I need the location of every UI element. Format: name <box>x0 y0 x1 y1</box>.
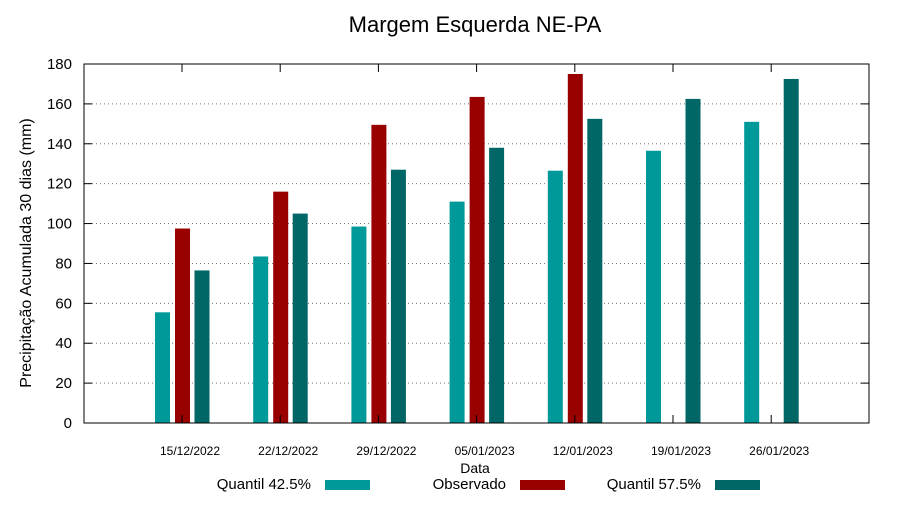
y-tick-label: 120 <box>47 176 72 193</box>
bar-quantil-42-5--3 <box>449 201 465 423</box>
x-tick-label: 12/01/2023 <box>553 444 613 458</box>
bar-observado-1 <box>273 191 289 423</box>
x-tick-label: 19/01/2023 <box>651 444 711 458</box>
bar-quantil-57-5--0 <box>194 270 210 423</box>
bar-observado-2 <box>371 124 387 423</box>
x-axis: 15/12/2022 22/12/2022 29/12/2022 05/01/2023… <box>160 64 810 458</box>
x-tick-label: 26/01/2023 <box>749 444 809 458</box>
bars <box>155 73 799 424</box>
bar-quantil-42-5--2 <box>351 226 367 423</box>
y-tick-label: 100 <box>47 216 72 233</box>
y-tick-label: 40 <box>55 335 72 352</box>
legend-label: Quantil 57.5% <box>607 476 701 493</box>
x-tick-label: 15/12/2022 <box>160 444 220 458</box>
bar-observado-3 <box>469 96 485 424</box>
bar-quantil-42-5--5 <box>646 150 661 423</box>
bar-quantil-57-5--3 <box>489 147 505 423</box>
bar-observado-0 <box>175 228 190 423</box>
x-tick-label: 29/12/2022 <box>356 444 416 458</box>
x-axis-label: Data <box>460 460 490 476</box>
bar-observado-4 <box>567 73 583 423</box>
bar-quantil-42-5--1 <box>253 256 269 423</box>
legend-swatch <box>520 480 565 490</box>
bar-quantil-57-5--1 <box>292 213 308 423</box>
legend-swatch <box>715 480 760 490</box>
bar-quantil-42-5--6 <box>744 121 760 423</box>
legend: Quantil 42.5% Observado Quantil 57.5% <box>217 476 760 493</box>
y-tick-label: 60 <box>55 295 72 312</box>
legend-label: Observado <box>433 476 506 493</box>
legend-swatch <box>325 480 370 490</box>
y-tick-label: 160 <box>47 96 72 113</box>
y-tick-label: 80 <box>55 255 72 272</box>
bar-quantil-57-5--5 <box>685 98 701 424</box>
bar-quantil-57-5--4 <box>587 118 603 423</box>
y-tick-label: 20 <box>55 375 72 392</box>
y-axis-label: Precipitação Acumulada 30 dias (mm) <box>18 118 35 387</box>
chart-title: Margem Esquerda NE-PA <box>349 12 602 37</box>
bar-quantil-57-5--2 <box>390 169 406 423</box>
bar-quantil-57-5--6 <box>783 78 799 423</box>
y-tick-label: 0 <box>64 415 72 432</box>
legend-label: Quantil 42.5% <box>217 476 311 493</box>
bar-quantil-42-5--4 <box>547 170 563 423</box>
x-tick-label: 22/12/2022 <box>258 444 318 458</box>
y-axis: 0 20 40 60 80 100 120 140 160 180 <box>47 56 869 432</box>
y-tick-label: 180 <box>47 56 72 73</box>
x-tick-label: 05/01/2023 <box>455 444 515 458</box>
y-tick-label: 140 <box>47 136 72 153</box>
bar-quantil-42-5--0 <box>155 312 170 423</box>
